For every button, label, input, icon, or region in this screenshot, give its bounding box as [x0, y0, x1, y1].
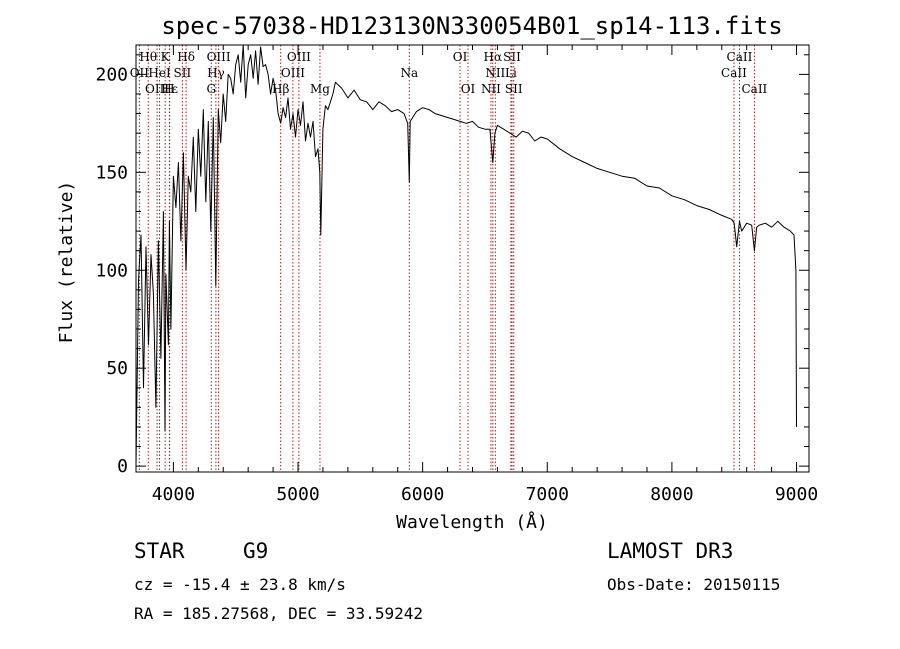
spectral-line-label: CaII	[727, 50, 753, 64]
object-class: STAR	[134, 539, 185, 563]
x-tick-label: 7000	[526, 484, 569, 505]
spectral-line-label: OIII	[281, 66, 305, 80]
spectral-line-label: K	[161, 50, 171, 64]
survey-name: LAMOST DR3	[607, 539, 733, 563]
spectral-line-label: Na	[400, 66, 418, 80]
plot-frame	[135, 44, 810, 473]
spectral-line-label: OIII	[287, 50, 311, 64]
spectral-line-label: Hδ	[177, 50, 195, 64]
spectral-line-label: NII	[485, 66, 505, 80]
spectral-line-label: SII	[503, 50, 521, 64]
spectral-line-label: CaII	[741, 82, 767, 96]
x-tick-label: 5000	[276, 484, 319, 505]
y-tick-label: 0	[117, 456, 128, 477]
spectral-line-label: OII	[130, 66, 150, 80]
spectral-line-label: G	[206, 82, 216, 96]
spectral-line-markers: HθOIIOIIIHeIKHHεSIIHδGHγOIIIHβOIIIOIIIMg…	[130, 45, 768, 472]
coordinates-readout: RA = 185.27568, DEC = 33.59242	[134, 604, 423, 623]
spectral-line-label: Mg	[310, 82, 330, 96]
spectral-line-label: Hε	[161, 82, 178, 96]
chart-title: spec-57038-HD123130N330054B01_sp14-113.f…	[161, 12, 782, 40]
spectral-line-label: OI	[461, 82, 476, 96]
x-tick-label: 6000	[401, 484, 444, 505]
y-tick-label: 100	[95, 260, 128, 281]
spectrum-line	[135, 44, 797, 467]
y-tick-label: 150	[95, 162, 128, 183]
y-tick-label: 200	[95, 64, 128, 85]
y-axis-label: Flux (relative)	[56, 181, 77, 344]
y-axis-ticks: 0 50 100 150 200	[95, 54, 809, 477]
spectral-line-label: CaII	[721, 66, 747, 80]
spectral-line-label: SII	[505, 82, 523, 96]
x-axis-label: Wavelength (Å)	[396, 511, 548, 533]
spectral-line-label: Hα	[484, 50, 503, 64]
spectral-line-label: OIII	[207, 50, 231, 64]
x-tick-label: 4000	[152, 484, 195, 505]
spectral-line-label: OIII	[145, 82, 169, 96]
x-tick-label: 8000	[650, 484, 693, 505]
spectral-line-label: NII	[481, 82, 501, 96]
y-tick-label: 50	[106, 358, 128, 379]
spectral-line-label: H	[164, 82, 174, 96]
object-subclass: G9	[243, 539, 268, 563]
spectral-line-label: OI	[453, 50, 468, 64]
spectral-line-label: Hγ	[207, 66, 225, 80]
x-axis-ticks: 4000 5000 6000 7000 8000 9000	[152, 45, 818, 505]
spectrum-series	[135, 44, 797, 467]
spectral-line-label: SII	[174, 66, 192, 80]
spectral-line-label: Li	[505, 66, 517, 80]
observation-date: Obs-Date: 20150115	[607, 575, 780, 594]
spectral-line-label: Hθ	[139, 50, 157, 64]
spectral-line-label: HeI	[148, 66, 171, 80]
x-tick-label: 9000	[775, 484, 818, 505]
redshift-readout: cz = -15.4 ± 23.8 km/s	[134, 575, 346, 594]
